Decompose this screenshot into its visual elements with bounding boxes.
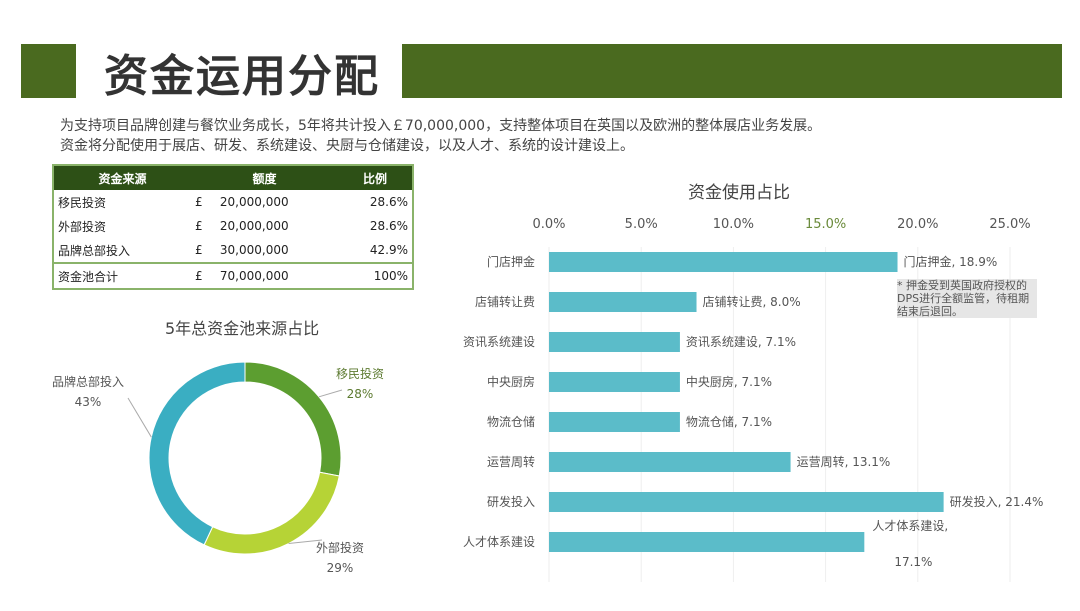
leader-line xyxy=(288,539,323,545)
bar xyxy=(549,372,680,392)
header: 比例 xyxy=(337,165,413,190)
data-label: 研发投入, 21.4% xyxy=(950,494,1044,509)
data-label: 资讯系统建设, 7.1% xyxy=(686,335,796,349)
slice-value: 28% xyxy=(347,387,374,401)
leader-line xyxy=(318,389,343,398)
x-tick-label: 5.0% xyxy=(625,217,658,232)
cell: £ xyxy=(195,243,203,257)
category-label: 物流仓储 xyxy=(487,414,535,429)
slice-value: 43% xyxy=(75,395,102,409)
slice-label: 品牌总部投入 xyxy=(52,374,124,389)
cell: 外部投资 xyxy=(58,219,107,234)
x-tick-label: 15.0% xyxy=(805,217,846,232)
table-row: 移民投资 £20,000,000 28.6% xyxy=(53,190,413,214)
deposit-note: * 押金受到英国政府授权的DPS进行全额监管，待租期结束后退回。 xyxy=(897,279,1037,318)
intro-text: 为支持项目品牌创建与餐饮业务成长，5年将共计投入￡70,000,000，支持整体… xyxy=(60,116,821,156)
table-total-row: 资金池合计 £70,000,000 100% xyxy=(53,262,413,289)
category-label: 研发投入 xyxy=(487,494,535,509)
data-label: 人才体系建设, xyxy=(872,519,948,533)
data-label: 运营周转, 13.1% xyxy=(797,454,891,469)
bar xyxy=(549,532,865,552)
cell: 20,000,000 xyxy=(219,219,289,233)
data-label: 17.1% xyxy=(894,555,932,569)
bar-chart-title: 资金使用占比 xyxy=(688,183,790,203)
page-title: 资金运用分配 xyxy=(104,51,380,102)
category-label: 资讯系统建设 xyxy=(463,335,535,349)
bar xyxy=(549,292,697,312)
bar xyxy=(549,252,898,272)
table-row: 品牌总部投入 £30,000,000 42.9% xyxy=(53,238,413,263)
slice-value: 29% xyxy=(327,561,354,575)
category-label: 人才体系建设 xyxy=(463,535,535,549)
cell: 移民投资 xyxy=(58,195,107,210)
cell: 100% xyxy=(337,262,413,289)
data-label: 中央厨房, 7.1% xyxy=(686,374,772,389)
funding-table: 资金来源 额度 比例 移民投资 £20,000,000 28.6% 外部投资 £20,00… xyxy=(52,164,414,290)
x-tick-label: 0.0% xyxy=(532,217,565,232)
cell: £ xyxy=(195,195,203,209)
slice-label: 移民投资 xyxy=(336,366,384,381)
cell: £ xyxy=(191,262,216,289)
x-tick-label: 10.0% xyxy=(713,217,754,232)
bar xyxy=(549,332,680,352)
cell: 20,000,000 xyxy=(219,195,289,209)
x-tick-label: 20.0% xyxy=(897,217,938,232)
cell: £ xyxy=(195,219,203,233)
x-tick-label: 25.0% xyxy=(989,217,1030,232)
table-row: 外部投资 £20,000,000 28.6% xyxy=(53,214,413,238)
header: 额度 xyxy=(191,165,338,190)
donut-slice xyxy=(148,361,246,546)
cell: 30,000,000 xyxy=(219,243,289,257)
title-bar-left xyxy=(21,44,76,98)
donut-title: 5年总资金池来源占比 xyxy=(165,319,320,338)
cell: 70,000,000 xyxy=(215,262,338,289)
category-label: 运营周转 xyxy=(487,454,535,469)
bar xyxy=(549,492,944,512)
intro-line: 资金将分配使用于展店、研发、系统建设、央厨与仓储建设，以及人才、系统的设计建设上… xyxy=(60,138,634,154)
category-label: 店铺转让费 xyxy=(475,294,535,309)
donut-chart: 移民投资 28% 外部投资 29% 品牌总部投入 43% xyxy=(52,361,384,575)
category-label: 门店押金 xyxy=(487,254,535,269)
slice-label: 外部投资 xyxy=(316,540,364,555)
cell: 资金池合计 xyxy=(53,262,191,289)
leader-line xyxy=(127,397,152,438)
bar xyxy=(549,412,680,432)
bar xyxy=(549,452,791,472)
title-bar-right xyxy=(402,44,1062,98)
data-label: 物流仓储, 7.1% xyxy=(686,414,772,429)
cell: 42.9% xyxy=(369,243,408,257)
intro-line: 为支持项目品牌创建与餐饮业务成长，5年将共计投入￡70,000,000，支持整体… xyxy=(60,118,822,134)
data-label: 店铺转让费, 8.0% xyxy=(703,294,801,309)
data-label: 门店押金, 18.9% xyxy=(904,254,998,269)
cell: 28.6% xyxy=(369,195,408,209)
bar-chart: 0.0% 5.0% 10.0% 15.0% 20.0% 25.0% 门店押金 门店押金, 18… xyxy=(463,217,1044,582)
cell: 28.6% xyxy=(369,219,408,233)
donut-slice xyxy=(244,361,342,477)
header: 资金来源 xyxy=(53,165,191,190)
cell: 品牌总部投入 xyxy=(58,243,131,258)
category-label: 中央厨房 xyxy=(487,374,535,389)
